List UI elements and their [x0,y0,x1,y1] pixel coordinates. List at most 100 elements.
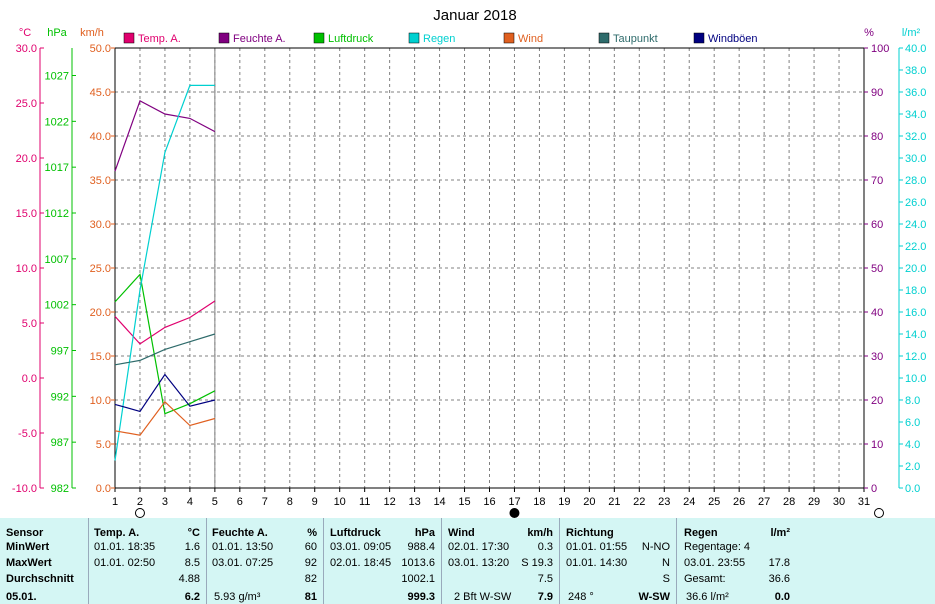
series-line [114,84,215,461]
wind-tick-label: 25.0 [90,263,111,275]
wind-tick-label: 40.0 [90,131,111,143]
x-tick-label: 26 [733,496,745,508]
rain-tick-label: 26.0 [905,197,926,209]
maxwert-label: MaxWert [6,557,52,569]
rain-tick-label: 24.0 [905,219,926,231]
humidity-tick-label: 90 [871,87,883,99]
rain-unit: l/m² [902,27,921,39]
series [114,84,216,461]
pressure-max-time: 02.01. 18:45 [330,557,392,569]
rain-tick-label: 30.0 [905,153,926,165]
rain-column: Regen l/m² Regentage: 4 03.01. 23:55 17.… [684,518,790,604]
x-tick-label: 4 [187,496,193,508]
x-tick-label: 14 [433,496,445,508]
series-line [114,373,216,413]
rain-tick-label: 6.0 [905,417,920,429]
rain-current-value: 0.0 [774,591,790,603]
temp-column: Temp. A. °C 01.01. 18:35 1.6 01.01. 02:5… [94,518,200,604]
pressure-tick-label: 1027 [45,71,69,83]
x-tick-label: 30 [833,496,845,508]
x-tick-label: 3 [162,496,168,508]
humidity-tick-label: 60 [871,219,883,231]
rain-tick-label: 40.0 [905,43,926,55]
moon-new-icon [134,508,145,518]
humidity-unit: % [864,27,874,39]
wind-tick-label: 20.0 [90,307,111,319]
pressure-tick-label: 1017 [45,162,69,174]
legend-swatch [123,32,135,44]
humidity-header: Feuchte A. [212,527,268,539]
rain-tick-label: 2.0 [905,461,920,473]
series-line [114,99,216,172]
wind-tick-label: 0.0 [96,483,111,495]
legend-swatch [598,32,610,44]
wind-tick-label: 50.0 [90,43,111,55]
x-tick-label: 12 [384,496,396,508]
humidity-tick-label: 70 [871,175,883,187]
legend-swatch [408,32,420,44]
rain-max-value: 17.8 [768,557,790,569]
temp-tick-label: 15.0 [16,208,37,220]
temp-tick-label: 10.0 [16,263,37,275]
x-tick-label: 6 [237,496,243,508]
pressure-avg-value: 1002.1 [401,573,435,585]
rain-header: Regen [684,527,718,539]
temp-avg-value: 4.88 [178,573,200,585]
pressure-tick-label: 982 [51,483,69,495]
humidity-column: Feuchte A. % 01.01. 13:50 60 03.01. 07:2… [212,518,317,604]
x-tick-label: 20 [583,496,595,508]
rain-tick-label: 38.0 [905,65,926,77]
legend-label: Luftdruck [328,33,374,45]
x-tick-label: 19 [558,496,570,508]
rain-tick-label: 22.0 [905,241,926,253]
pressure-tick-label: 1002 [45,300,69,312]
x-tick-label: 2 [137,496,143,508]
rain-days: Regentage: 4 [684,541,751,553]
direction-min-value: N-NO [641,541,670,553]
temp-tick-label: 5.0 [22,318,37,330]
legend-swatch [218,32,230,44]
legend-swatch [503,32,515,44]
direction-min-time: 01.01. 01:55 [566,541,628,553]
legend-label: Regen [423,33,455,45]
legend-label: Windböen [708,33,758,45]
x-tick-label: 28 [783,496,795,508]
wind-column: Wind km/h 02.01. 17:30 0.3 03.01. 13:20 … [448,518,553,604]
humidity-tick-label: 80 [871,131,883,143]
wind-tick-label: 15.0 [90,351,111,363]
direction-current-value: W-SW [638,591,670,603]
humidity-tick-label: 100 [871,43,889,55]
direction-max-value: N [662,557,670,569]
chart-title: Januar 2018 [433,7,516,24]
direction-column: Richtung 01.01. 01:55 N-NO 01.01. 14:30 … [566,518,670,604]
rain-tick-label: 20.0 [905,263,926,275]
x-tick-label: 8 [287,496,293,508]
pressure-tick-label: 1022 [45,116,69,128]
temp-unit: °C [19,27,31,39]
x-tick-label: 13 [408,496,420,508]
axis-units: °C hPa km/h % l/m² [19,27,921,39]
temp-tick-label: -5.0 [18,428,37,440]
pressure-min-value: 988.4 [407,541,435,553]
x-tick-label: 5 [212,496,218,508]
humidity-min-time: 01.01. 13:50 [212,541,274,553]
sensor-header: Sensor [6,527,44,539]
wind-tick-label: 5.0 [96,439,111,451]
pressure-header: Luftdruck [330,527,381,539]
wind-unit: km/h [80,27,104,39]
rain-tick-label: 18.0 [905,285,926,297]
x-tick-label: 24 [683,496,695,508]
pressure-unit-label: hPa [414,527,435,539]
legend-label: Temp. A. [138,33,181,45]
pressure-tick-label: 992 [51,391,69,403]
wind-beaufort: 2 Bft W-SW [454,591,512,603]
temp-max-value: 8.5 [184,557,200,569]
humidity-min-value: 60 [304,541,317,553]
sensor-column: Sensor MinWert MaxWert Durchschnitt 05.0… [6,518,86,604]
legend-label: Taupunkt [613,33,658,45]
temp-current-value: 6.2 [184,591,200,603]
rain-unit-label: l/m² [770,527,790,539]
x-tick-label: 29 [808,496,820,508]
temp-tick-label: 0.0 [22,373,37,385]
direction-avg-value: S [662,573,670,585]
